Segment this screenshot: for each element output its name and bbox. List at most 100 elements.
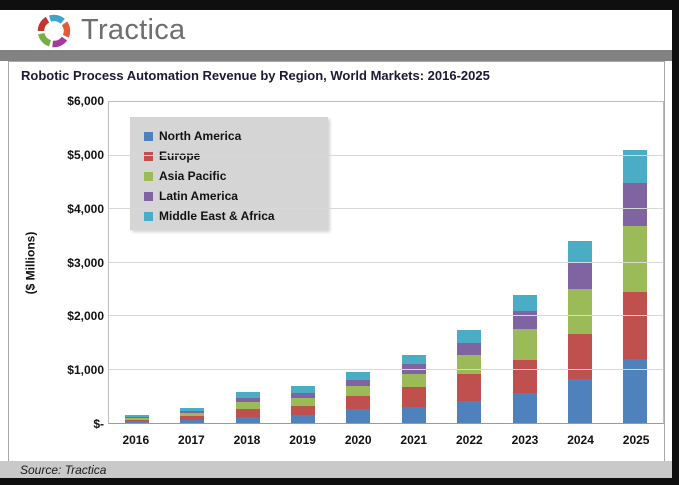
bar-segment (512, 311, 537, 330)
bar-segment (346, 395, 371, 410)
bar-segment (623, 291, 648, 359)
bar-segment (401, 406, 426, 423)
stacked-bar-2025 (623, 102, 648, 423)
stacked-bar-2016 (124, 102, 149, 423)
bar-segment (124, 417, 149, 420)
bar-2019 (275, 102, 330, 423)
bar-segment (346, 386, 371, 396)
bar-segment (512, 329, 537, 361)
x-tick-2018: 2018 (233, 433, 261, 447)
gridline-2000 (109, 315, 663, 316)
bar-2016 (109, 102, 164, 423)
gridline-3000 (109, 261, 663, 263)
stacked-bar-2019 (290, 102, 315, 423)
bar-segment (457, 329, 482, 343)
page-top-border (0, 0, 679, 10)
y-tick-6000: $6,000 (67, 94, 104, 108)
stacked-bar-2024 (567, 102, 592, 423)
bar-segment (180, 416, 205, 421)
bar-segment (512, 393, 537, 423)
y-tick-3000: $3,000 (67, 255, 104, 270)
x-tick-2019: 2019 (289, 433, 316, 447)
source-bar: Source: Tractica (0, 461, 672, 478)
page-bottom-border (0, 478, 679, 485)
x-tick-2023: 2023 (511, 433, 539, 447)
x-axis-labels: 2016 2017 2018 2019 2020 2021 2022 2023 2024 2025 (108, 433, 664, 449)
bar-segment (623, 358, 648, 423)
bar-segment (567, 261, 592, 290)
x-tick-2022: 2022 (456, 433, 483, 447)
bar-segment (346, 409, 371, 423)
y-tick-2000: $2,000 (67, 309, 104, 324)
gridline-4000 (109, 208, 663, 209)
y-axis-labels: $- $1,000 $2,000 $3,000 $4,000 $5,000 $6,000 (39, 94, 104, 431)
bar-segment (346, 380, 371, 387)
y-axis-title-wrap: ($ Millions) (22, 101, 38, 424)
legend-label-north-america: North America (159, 129, 242, 143)
tractica-logo: Tractica (36, 11, 185, 50)
legend-swatch-europe (144, 151, 153, 161)
x-tick-2020: 2020 (344, 433, 372, 447)
bar-segment (512, 294, 537, 312)
legend-label-middle-east-africa: Middle East & Africa (159, 209, 275, 223)
legend-item-latin-america: Latin America (144, 186, 328, 206)
legend-label-latin-america: Latin America (159, 189, 238, 203)
bar-segment (623, 226, 648, 292)
bar-segment (512, 360, 537, 394)
stacked-bar-2023 (512, 102, 537, 423)
legend-item-north-america: North America (144, 126, 328, 146)
bar-2025 (608, 102, 663, 423)
x-tick-2021: 2021 (400, 433, 428, 447)
bar-segment (457, 342, 482, 356)
legend-label-europe: Europe (159, 149, 201, 163)
bar-segment (180, 413, 205, 417)
legend-swatch-middle-east-africa (144, 211, 153, 221)
x-tick-2025: 2025 (622, 433, 650, 447)
bar-2022 (441, 102, 496, 423)
source-text: Source: Tractica (20, 462, 107, 477)
gridline-5000 (109, 154, 663, 156)
bar-segment (180, 420, 205, 423)
bar-segment (290, 392, 315, 398)
legend-item-europe: Europe (144, 146, 328, 166)
stacked-bar-2018 (235, 102, 260, 423)
bar-2018 (220, 102, 275, 423)
chart-title: Robotic Process Automation Revenue by Re… (21, 68, 490, 83)
y-tick-0: $- (93, 417, 104, 431)
bar-segment (124, 421, 149, 423)
legend-swatch-asia-pacific (144, 171, 153, 181)
bar-segment (401, 387, 426, 407)
legend-label-asia-pacific: Asia Pacific (159, 169, 227, 183)
bar-segment (290, 405, 315, 415)
y-tick-5000: $5,000 (67, 147, 104, 162)
bar-segment (235, 397, 260, 403)
bar-2021 (386, 102, 441, 423)
bar-2024 (552, 102, 607, 423)
bar-segment (290, 397, 315, 406)
bar-2017 (164, 102, 219, 423)
bar-segment (124, 416, 149, 418)
legend-swatch-north-america (144, 131, 153, 141)
bar-segment (567, 334, 592, 380)
x-tick-2024: 2024 (567, 433, 594, 447)
bar-segment (623, 183, 648, 227)
bar-segment (346, 372, 371, 381)
legend-item-middle-east-africa: Middle East & Africa (144, 206, 328, 226)
bar-segment (235, 392, 260, 398)
tractica-pinwheel-icon (37, 14, 71, 47)
bar-segment (180, 411, 205, 414)
plot-area: North America Europe Asia Pacific Latin … (108, 101, 664, 424)
stacked-bar-2021 (401, 102, 426, 423)
bar-segment (290, 385, 315, 393)
legend-item-asia-pacific: Asia Pacific (144, 166, 328, 186)
bar-segment (124, 419, 149, 422)
y-axis-title: ($ Millions) (23, 231, 38, 294)
bar-2023 (497, 102, 552, 423)
bar-segment (401, 355, 426, 365)
bar-segment (567, 379, 592, 423)
bar-2020 (331, 102, 386, 423)
y-tick-4000: $4,000 (67, 201, 104, 216)
chart-figure: Robotic Process Automation Revenue by Re… (8, 61, 665, 478)
legend-swatch-latin-america (144, 191, 153, 201)
stacked-bar-2017 (180, 102, 205, 423)
